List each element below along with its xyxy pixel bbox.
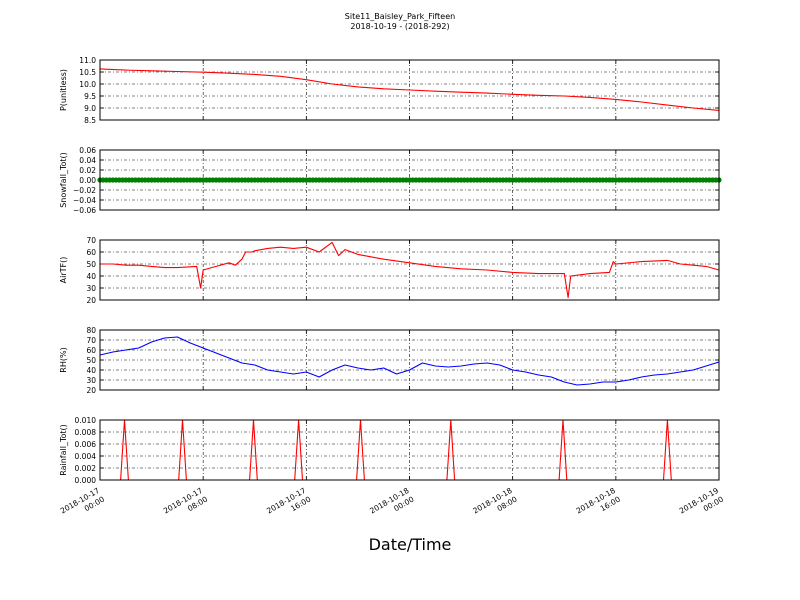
y-axis-label: Rainfall_Tot() — [59, 424, 68, 476]
y-tick-label: 10.5 — [79, 68, 96, 77]
series-line — [99, 336, 720, 386]
y-tick-label: 30 — [86, 284, 96, 293]
axes-frame — [99, 149, 720, 211]
y-tick-label: 0.002 — [75, 464, 97, 473]
subplot-1: 8.5 9.0 9.5 10.0 10.5 11.0 P(unitless) — [59, 56, 720, 125]
y-tick-label: 80 — [86, 326, 96, 335]
x-tick-labels: 2018-10-1700:00 2018-10-1708:00 2018-10-17… — [59, 486, 725, 524]
axes-frame — [99, 329, 720, 391]
y-tick-label: −0.02 — [73, 186, 96, 195]
subplot-3: 20 30 40 50 60 70 AirTF() — [59, 236, 720, 305]
series-line — [99, 68, 720, 111]
subplot-2: −0.06−0.04−0.020.000.020.040.06 Snowfall_… — [59, 146, 722, 215]
subplot-5: 0.000 0.002 0.004 0.006 0.008 0.010 Rainfall_T… — [59, 416, 720, 485]
y-tick-label: 0.008 — [75, 428, 97, 437]
x-tick-label: 2018-10-1800:00 — [368, 486, 415, 524]
y-tick-label: 60 — [86, 248, 96, 257]
y-tick-label: 40 — [86, 366, 96, 375]
y-tick-label: 0.010 — [75, 416, 97, 425]
y-tick-label: 0.004 — [75, 452, 97, 461]
chart-title: Site11_Baisley_Park_Fifteen — [345, 12, 455, 21]
axes-frame — [99, 239, 720, 301]
subplots: 8.59.09.510.010.511.0P(unitless)−0.06−0.… — [59, 56, 722, 485]
x-tick-label: 2018-10-1708:00 — [162, 486, 209, 524]
x-tick-label: 2018-10-1716:00 — [265, 486, 312, 524]
y-tick-label: 20 — [86, 386, 96, 395]
y-tick-label: −0.06 — [73, 206, 96, 215]
y-tick-label: 0.04 — [79, 156, 96, 165]
y-axis-label: P(unitless) — [59, 69, 68, 111]
y-tick-label: 9.0 — [84, 104, 96, 113]
y-tick-label: 0.06 — [79, 146, 96, 155]
y-tick-label: 30 — [86, 376, 96, 385]
y-tick-label: 0.00 — [79, 176, 96, 185]
y-tick-label: 40 — [86, 272, 96, 281]
y-tick-label: −0.04 — [73, 196, 96, 205]
y-axis-label: RH(%) — [59, 347, 68, 372]
axes-frame — [99, 59, 720, 121]
y-tick-label: 0.02 — [79, 166, 96, 175]
y-tick-label: 9.5 — [84, 92, 96, 101]
y-tick-label: 60 — [86, 346, 96, 355]
x-tick-label: 2018-10-1816:00 — [575, 486, 622, 524]
series-line — [100, 241, 720, 299]
axes-frame — [99, 419, 720, 481]
x-tick-label: 2018-10-1900:00 — [678, 486, 725, 524]
y-tick-label: 20 — [86, 296, 96, 305]
y-tick-label: 0.006 — [75, 440, 97, 449]
x-axis-label: Date/Time — [369, 535, 452, 554]
y-axis-label: AirTF() — [59, 257, 68, 284]
y-tick-label: 50 — [86, 356, 96, 365]
x-tick-label: 2018-10-1808:00 — [471, 486, 518, 524]
y-tick-label: 70 — [86, 236, 96, 245]
chart-subtitle: 2018-10-19 - (2018-292) — [350, 22, 449, 31]
y-tick-label: 50 — [86, 260, 96, 269]
series-markers — [97, 177, 722, 183]
x-tick-label: 2018-10-1700:00 — [59, 486, 106, 524]
y-tick-label: 11.0 — [79, 56, 96, 65]
y-tick-label: 10.0 — [79, 80, 96, 89]
y-tick-label: 70 — [86, 336, 96, 345]
y-axis-label: Snowfall_Tot() — [59, 152, 68, 208]
y-tick-label: 0.000 — [75, 476, 97, 485]
y-tick-label: 8.5 — [84, 116, 96, 125]
